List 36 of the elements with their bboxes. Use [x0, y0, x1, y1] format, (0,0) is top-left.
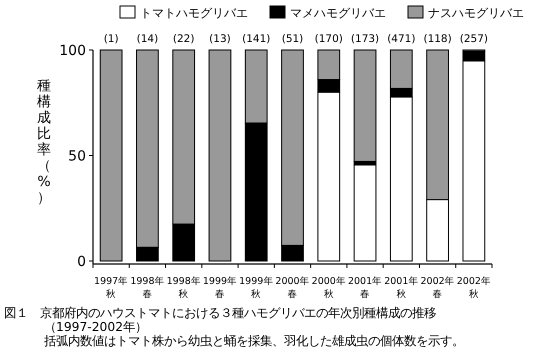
text: (170) [314, 33, 343, 45]
bar [208, 50, 232, 262]
legend-label: トマトハモグリバエ [140, 6, 248, 20]
y-tick-label: 100 [59, 43, 86, 59]
bar [100, 50, 123, 262]
y-axis-title: 種構成比率（%） [37, 78, 51, 206]
x-tick-label: 1998年秋 [166, 275, 201, 300]
x-tick-label: 2000年春 [275, 275, 310, 300]
x-tick-label: 1998年春 [130, 275, 165, 300]
x-tick-label: 2001年春 [348, 275, 382, 300]
x-tick-label: 2001年秋 [384, 275, 418, 300]
x-tick-label: 1999年秋 [239, 275, 274, 300]
text: (14) [136, 33, 158, 45]
bar [354, 164, 376, 262]
text: （1997-2002年） [44, 320, 148, 334]
bar [354, 50, 376, 162]
text: (13) [209, 33, 231, 45]
text: 括弧内数値はトマト株から幼虫と蛹を採集、羽化した雄成虫の個体数を示す。 [44, 334, 464, 348]
x-tick-label: 1999年春 [202, 275, 238, 300]
y-tick-label: 50 [68, 148, 86, 164]
legend-label: ナスハモグリバエ [428, 6, 524, 20]
text: (51) [282, 33, 304, 45]
caption: 図１ 京都府内のハウストマトにおける３種ハモグリバエの年次別種構成の推移 [4, 306, 436, 320]
text: (471) [387, 33, 416, 45]
x-tick-label: 2002年秋 [456, 275, 491, 300]
legend-label: マメハモグリバエ [290, 6, 386, 20]
x-tick-label: 2002年春 [420, 275, 455, 300]
x-tick-label: 2000年秋 [312, 275, 346, 300]
text: (257) [460, 33, 488, 45]
text: (118) [423, 33, 452, 45]
y-tick-label: 0 [77, 254, 86, 270]
text: (173) [350, 33, 380, 45]
text: (22) [172, 33, 194, 45]
text: (141) [242, 33, 270, 45]
text: (1) [104, 33, 119, 45]
x-tick-label: 1997年秋 [94, 275, 128, 300]
